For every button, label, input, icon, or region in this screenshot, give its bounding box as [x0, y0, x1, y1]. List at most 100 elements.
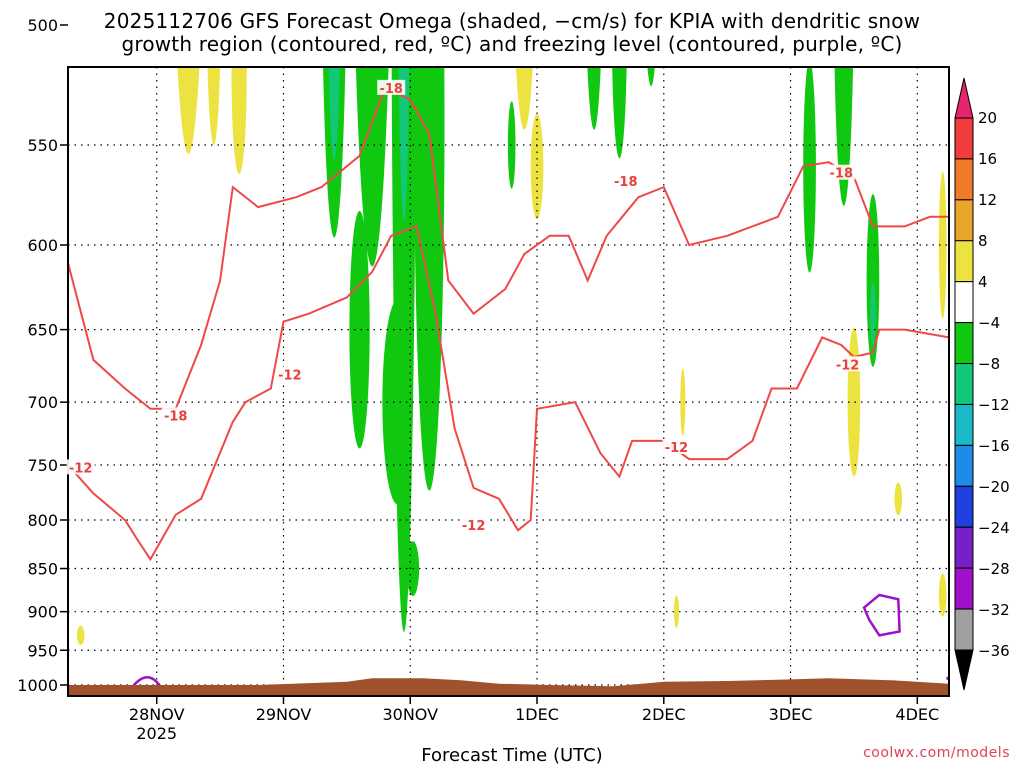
contour-label-bg: [459, 517, 488, 533]
contour-line-minus18: [68, 86, 949, 410]
omega-region-g: [382, 299, 413, 505]
contour-label--12-2: -12: [462, 519, 486, 534]
colorbar-label-7: −12: [978, 396, 1010, 414]
omega-region-t: [659, 0, 669, 46]
omega-region-y4: [673, 595, 679, 628]
y-tick-label-1000: 1000: [17, 676, 58, 695]
x-tick-label-1DEC: 1DEC: [515, 705, 559, 724]
y-tick-label-800: 800: [27, 511, 58, 530]
colorbar-label-12: −32: [978, 601, 1010, 619]
colorbar-segment-13: [954, 608, 974, 651]
contour-label-bg: [662, 439, 691, 455]
omega-region-g: [803, 67, 816, 273]
contour-label--12-3: -12: [665, 441, 689, 456]
colorbar-label-11: −28: [978, 560, 1010, 578]
omega-region-g: [647, 67, 655, 87]
plot-frame: [67, 66, 950, 697]
colorbar-bottom-triangle: [954, 649, 974, 691]
colorbar-label-0: 20: [978, 109, 997, 127]
omega-region-g: [349, 210, 370, 449]
colorbar-label-13: −36: [978, 642, 1010, 660]
x-tick-label-28NOV: 28NOV: [129, 705, 185, 724]
contour-label-bg: [611, 172, 640, 188]
omega-region-y4: [680, 368, 686, 436]
x-tick-label-30NOV: 30NOV: [382, 705, 438, 724]
colorbar-label-2: 12: [978, 191, 997, 209]
contour-label-bg: [161, 407, 190, 423]
x-tick-label-2DEC: 2DEC: [642, 705, 686, 724]
omega-region-y4: [495, 0, 541, 12]
y-tick-label-700: 700: [27, 393, 58, 412]
terrain-surface: [68, 678, 949, 696]
omega-region-t: [328, 67, 340, 160]
contour-line-minus12: [68, 225, 949, 562]
contour-label-bg: [377, 79, 406, 95]
colorbar-label-9: −20: [978, 478, 1010, 496]
omega-region-y4: [207, 67, 221, 145]
contour-label-bg: [275, 366, 304, 382]
omega-region-c: [401, 0, 407, 18]
colorbar-segment-6: [954, 322, 974, 365]
colorbar-label-5: −4: [978, 314, 1000, 332]
colorbar-segment-2: [954, 158, 974, 201]
colorbar-segment-3: [954, 199, 974, 242]
x-tick-label-3DEC: 3DEC: [769, 705, 813, 724]
contour-label--12-4: -12: [836, 358, 860, 373]
y-tick-label-900: 900: [27, 603, 58, 622]
colorbar-label-10: −24: [978, 519, 1010, 537]
y-tick-label-600: 600: [27, 236, 58, 255]
contour-label--18-0: -18: [164, 409, 188, 424]
colorbar-segment-5: [954, 281, 974, 324]
colorbar-top-triangle: [954, 77, 974, 119]
colorbar-segment-8: [954, 403, 974, 446]
contour-label-bg: [827, 164, 856, 180]
omega-region-y4: [938, 573, 947, 617]
x-tick-label-4DEC: 4DEC: [895, 705, 939, 724]
plot-area: [68, 0, 949, 696]
contour-label-bg: [833, 356, 862, 372]
contour-label--12-0: -12: [69, 461, 93, 476]
omega-region-y4: [76, 625, 85, 645]
colorbar-label-6: −8: [978, 355, 1000, 373]
omega-region-y4: [231, 67, 247, 174]
omega-region-g: [866, 194, 880, 367]
omega-region-y4: [894, 482, 903, 516]
omega-region-db: [664, 0, 669, 1]
omega-region-t: [870, 281, 876, 347]
omega-region-y4: [938, 171, 947, 319]
contour-labels: -18 -18 -18 -18 -12 -12 -12 -12 -12: [66, 79, 862, 534]
colorbar-label-1: 16: [978, 150, 997, 168]
colorbar-segment-9: [954, 444, 974, 487]
y-axis: 2503003504004505005506006507007508008509…: [17, 16, 68, 695]
x-tick-label-29NOV: 29NOV: [256, 705, 312, 724]
contour-label--18-1: -18: [379, 82, 403, 97]
grid-lines: [68, 67, 949, 696]
x-tick-sublabel-28NOV: 2025: [136, 724, 177, 743]
omega-region-t: [398, 67, 410, 222]
y-tick-label-650: 650: [27, 321, 58, 340]
omega-region-g: [612, 67, 627, 159]
colorbar-segment-12: [954, 567, 974, 610]
freezing-level-contour: [862, 593, 901, 637]
omega-region-y4: [515, 67, 533, 130]
omega-region-g: [587, 67, 601, 130]
y-tick-label-850: 850: [27, 560, 58, 579]
chart-title-line2: growth region (contoured, red, ºC) and f…: [121, 32, 903, 56]
colorbar-segment-7: [954, 363, 974, 405]
colorbar-label-3: 8: [978, 232, 988, 250]
contour-label--12-1: -12: [278, 368, 302, 383]
colorbar-segment-10: [954, 485, 974, 528]
colorbar: 20 16 12 8 4 −4 −8 −12 −16 −20 −24 −28 −32 −36: [954, 77, 1010, 691]
y-tick-label-950: 950: [27, 641, 58, 660]
y-tick-label-750: 750: [27, 456, 58, 475]
contour-label-bg: [66, 459, 95, 475]
colorbar-segment-4: [954, 240, 974, 283]
omega-region-y4: [530, 113, 544, 220]
colorbar-segment-1: [954, 117, 974, 160]
credit-text: coolwx.com/models: [863, 745, 1010, 761]
y-tick-label-550: 550: [27, 136, 58, 155]
omega-region-t: [365, 0, 380, 63]
colorbar-segment-11: [954, 526, 974, 569]
